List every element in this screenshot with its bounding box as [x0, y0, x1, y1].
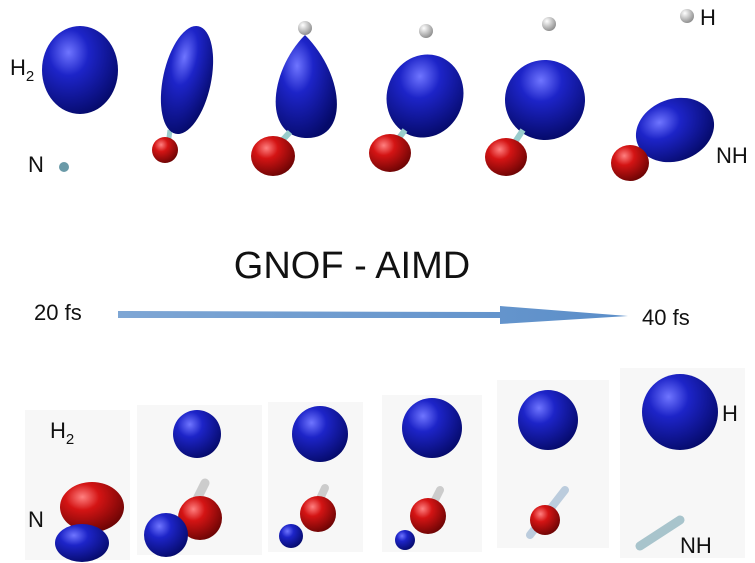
- atom: [542, 17, 556, 31]
- atom: [298, 21, 312, 35]
- orbital: [279, 524, 303, 548]
- orbital: [611, 145, 649, 181]
- title: GNOF - AIMD: [234, 245, 470, 287]
- orbital: [375, 44, 475, 149]
- orbital: [152, 137, 178, 163]
- top-row: H2 N H NH: [10, 5, 748, 181]
- orbital: [402, 398, 462, 458]
- atom: [419, 24, 433, 38]
- atom: [59, 162, 69, 172]
- orbital: [251, 136, 295, 176]
- figure: H2 N H NH GNOF - AIMD 20 fs 40 fs: [0, 0, 755, 563]
- orbital: [530, 505, 560, 535]
- orbital: [152, 21, 222, 139]
- nh-label: NH: [716, 143, 748, 168]
- orbital: [369, 134, 411, 172]
- orbital: [173, 410, 221, 458]
- h2-label: H2: [10, 55, 34, 85]
- orbital: [144, 513, 188, 557]
- orbital: [276, 35, 337, 138]
- n-label: N: [28, 507, 44, 532]
- n-label: N: [28, 152, 44, 177]
- orbital: [642, 374, 718, 450]
- orbital: [518, 390, 578, 450]
- start-time: 20 fs: [34, 300, 82, 325]
- orbital: [395, 530, 415, 550]
- end-time: 40 fs: [642, 305, 690, 330]
- middle: GNOF - AIMD 20 fs 40 fs: [34, 245, 690, 330]
- orbital: [55, 524, 109, 562]
- orbital: [60, 482, 124, 532]
- orbital: [492, 47, 598, 153]
- time-arrow: [118, 306, 628, 324]
- nh-label: NH: [680, 533, 712, 558]
- orbital: [410, 498, 446, 534]
- orbital: [292, 406, 348, 462]
- atom: [680, 9, 694, 23]
- h-label: H: [722, 401, 738, 426]
- h-label: H: [700, 5, 716, 30]
- bottom-row: H2 N H NH: [25, 368, 745, 562]
- orbital: [300, 496, 336, 532]
- orbital: [42, 26, 118, 114]
- orbital: [485, 138, 527, 176]
